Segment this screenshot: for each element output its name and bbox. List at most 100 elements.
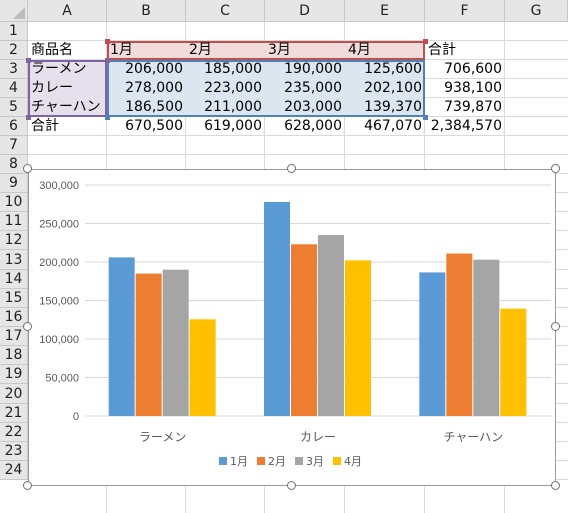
y-tick-label: 300,000 xyxy=(39,180,79,192)
chart-resize-handle[interactable] xyxy=(551,164,560,173)
bar-1 xyxy=(108,257,135,416)
bar-4 xyxy=(189,319,216,416)
value-cell[interactable]: 235,000 xyxy=(284,80,342,96)
legend-swatch xyxy=(295,457,303,465)
header-cell[interactable]: 3月 xyxy=(268,42,291,58)
column-header-g[interactable]: G xyxy=(505,0,568,22)
row-header-7[interactable]: 7 xyxy=(0,136,28,155)
range-handle[interactable] xyxy=(26,115,31,120)
legend-swatch xyxy=(257,457,265,465)
value-cell[interactable]: 2,384,570 xyxy=(430,118,502,134)
range-handle[interactable] xyxy=(105,39,110,44)
value-cell[interactable]: 223,000 xyxy=(204,80,262,96)
bar-2 xyxy=(291,244,317,416)
row-header-12[interactable]: 12 xyxy=(0,231,28,250)
row-header-16[interactable]: 16 xyxy=(0,308,28,327)
chart-resize-handle[interactable] xyxy=(23,164,32,173)
chart-resize-handle[interactable] xyxy=(23,481,32,490)
range-handle[interactable] xyxy=(26,58,31,63)
value-cell[interactable]: 206,000 xyxy=(125,61,183,77)
row-label-cell[interactable]: ラーメン xyxy=(31,61,87,77)
x-tick-label: ラーメン xyxy=(139,430,187,444)
value-cell[interactable]: 190,000 xyxy=(284,61,342,77)
select-all-corner[interactable] xyxy=(0,0,28,22)
chart-resize-handle[interactable] xyxy=(287,481,296,490)
row-header-1[interactable]: 1 xyxy=(0,22,28,41)
value-cell[interactable]: 938,100 xyxy=(444,80,502,96)
range-handle[interactable] xyxy=(423,39,428,44)
value-cell[interactable]: 628,000 xyxy=(284,118,342,134)
range-handle[interactable] xyxy=(423,115,428,120)
row-header-2[interactable]: 2 xyxy=(0,41,28,60)
legend-swatch xyxy=(219,457,227,465)
chart-resize-handle[interactable] xyxy=(23,322,32,331)
row-header-6[interactable]: 6 xyxy=(0,117,28,136)
range-handle[interactable] xyxy=(105,115,110,120)
gridline-horizontal xyxy=(28,154,568,155)
value-cell[interactable]: 278,000 xyxy=(125,80,183,96)
column-header-a[interactable]: A xyxy=(28,0,107,22)
value-cell[interactable]: 139,370 xyxy=(364,99,422,115)
legend-label: 1月 xyxy=(230,455,248,468)
row-label-cell[interactable]: チャーハン xyxy=(31,99,101,115)
chart-resize-handle[interactable] xyxy=(551,322,560,331)
row-header-4[interactable]: 4 xyxy=(0,79,28,98)
row-header-24[interactable]: 24 xyxy=(0,461,28,480)
column-header-d[interactable]: D xyxy=(265,0,345,22)
bar-2 xyxy=(135,273,162,416)
gridline-horizontal xyxy=(28,135,568,136)
row-header-18[interactable]: 18 xyxy=(0,346,28,365)
value-cell[interactable]: 185,000 xyxy=(204,61,262,77)
bar-2 xyxy=(446,253,473,416)
column-header-b[interactable]: B xyxy=(107,0,186,22)
value-cell[interactable]: 467,070 xyxy=(364,118,422,134)
row-header-23[interactable]: 23 xyxy=(0,442,28,461)
row-header-10[interactable]: 10 xyxy=(0,193,28,212)
header-cell[interactable]: 合計 xyxy=(428,42,456,58)
value-cell[interactable]: 186,500 xyxy=(125,99,183,115)
value-cell[interactable]: 202,100 xyxy=(364,80,422,96)
row-header-13[interactable]: 13 xyxy=(0,250,28,270)
chart-resize-handle[interactable] xyxy=(287,164,296,173)
bar-1 xyxy=(264,201,290,416)
y-tick-label: 200,000 xyxy=(39,257,79,269)
column-header-c[interactable]: C xyxy=(186,0,265,22)
row-header-11[interactable]: 11 xyxy=(0,212,28,231)
row-header-21[interactable]: 21 xyxy=(0,404,28,423)
row-header-17[interactable]: 17 xyxy=(0,327,28,346)
header-cell[interactable]: 2月 xyxy=(189,42,212,58)
bar-1 xyxy=(419,272,446,416)
row-header-19[interactable]: 19 xyxy=(0,365,28,384)
chart-resize-handle[interactable] xyxy=(551,481,560,490)
bar-4 xyxy=(500,308,527,416)
value-cell[interactable]: 619,000 xyxy=(204,118,262,134)
row-label-cell[interactable]: カレー xyxy=(31,80,73,96)
row-header-15[interactable]: 15 xyxy=(0,289,28,308)
row-header-20[interactable]: 20 xyxy=(0,384,28,404)
y-tick-label: 50,000 xyxy=(45,373,79,385)
header-cell[interactable]: 4月 xyxy=(348,42,371,58)
value-cell[interactable]: 706,600 xyxy=(444,61,502,77)
y-tick-label: 0 xyxy=(73,411,79,423)
value-cell[interactable]: 670,500 xyxy=(125,118,183,134)
row-header-9[interactable]: 9 xyxy=(0,174,28,193)
row-header-5[interactable]: 5 xyxy=(0,98,28,117)
legend-label: 3月 xyxy=(306,455,324,468)
chart-area[interactable]: 0 50,000 100,000 150,000 200,000 250,000 300,0… xyxy=(28,169,556,486)
bar-3 xyxy=(162,269,189,416)
header-cell[interactable]: 1月 xyxy=(110,42,133,58)
row-header-3[interactable]: 3 xyxy=(0,60,28,79)
column-header-e[interactable]: E xyxy=(345,0,425,22)
row-header-22[interactable]: 22 xyxy=(0,423,28,442)
row-header-14[interactable]: 14 xyxy=(0,270,28,289)
range-handle[interactable] xyxy=(105,58,110,63)
legend-swatch xyxy=(333,457,341,465)
value-cell[interactable]: 203,000 xyxy=(284,99,342,115)
row-label-cell[interactable]: 合計 xyxy=(31,118,59,134)
value-cell[interactable]: 125,600 xyxy=(364,61,422,77)
gridline-horizontal xyxy=(28,40,568,41)
value-cell[interactable]: 739,870 xyxy=(444,99,502,115)
value-cell[interactable]: 211,000 xyxy=(204,99,262,115)
header-cell[interactable]: 商品名 xyxy=(31,42,73,58)
column-header-f[interactable]: F xyxy=(425,0,505,22)
